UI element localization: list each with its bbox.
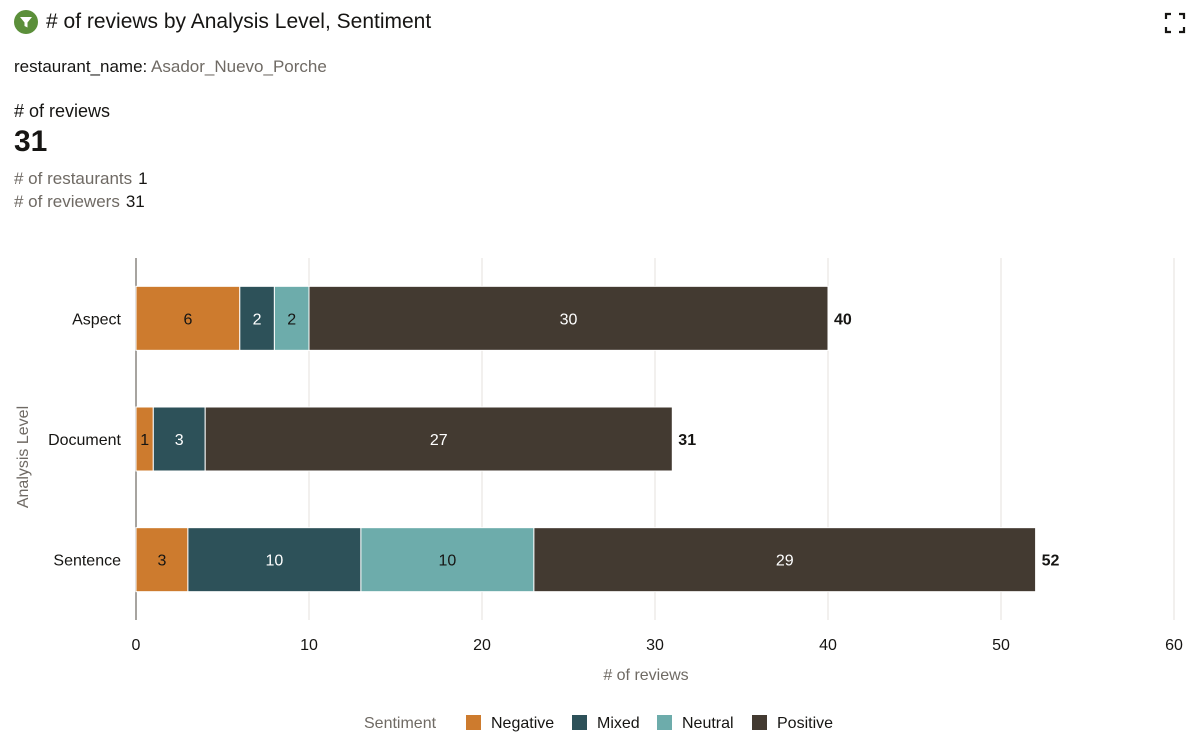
x-tick-label: 40: [819, 637, 837, 654]
legend-swatch-positive: [752, 715, 767, 730]
legend-label-positive: Positive: [777, 715, 833, 732]
reviewers-value: 31: [125, 192, 145, 211]
data-label: 10: [266, 553, 284, 570]
x-axis-title: # of reviews: [603, 667, 688, 684]
data-label: 10: [439, 553, 457, 570]
legend-swatch-negative: [466, 715, 481, 730]
restaurants-label: # of restaurants: [14, 169, 133, 188]
x-tick-label: 60: [1165, 637, 1183, 654]
data-label: 2: [253, 311, 262, 328]
data-label: 29: [776, 553, 794, 570]
chart-header: # of reviews by Analysis Level, Sentimen…: [14, 10, 431, 34]
x-tick-label: 20: [473, 637, 491, 654]
filter-value: Asador_Nuevo_Porche: [151, 57, 327, 76]
data-label: 27: [430, 432, 448, 449]
x-tick-label: 10: [300, 637, 318, 654]
restaurants-count: # of restaurants 1: [14, 169, 148, 189]
legend-label-mixed: Mixed: [597, 715, 640, 732]
legend-swatch-neutral: [657, 715, 672, 730]
legend-label-negative: Negative: [491, 715, 554, 732]
bar-segment-negative: [135, 527, 189, 593]
kpi-value: 31: [14, 125, 48, 158]
x-tick-label: 50: [992, 637, 1010, 654]
bar-segment-positive: [204, 406, 673, 472]
data-label: 3: [175, 432, 184, 449]
data-label: 30: [560, 311, 578, 328]
filter-icon[interactable]: [14, 10, 38, 34]
bar-segment-negative: [135, 285, 241, 351]
x-tick-label: 0: [132, 637, 141, 654]
total-label: 40: [834, 311, 852, 328]
reviewers-count: # of reviewers 31: [14, 192, 145, 212]
y-tick-label: Sentence: [53, 553, 121, 570]
bar-segment-neutral: [273, 285, 310, 351]
bar-segment-mixed: [187, 527, 362, 593]
data-label: 1: [140, 432, 149, 449]
filter-key: restaurant_name:: [14, 57, 148, 76]
bar-segment-mixed: [152, 406, 206, 472]
total-label: 31: [678, 432, 696, 449]
data-label: 3: [157, 553, 166, 570]
y-tick-label: Aspect: [72, 311, 121, 328]
chart-title: # of reviews by Analysis Level, Sentimen…: [46, 10, 432, 33]
x-tick-label: 30: [646, 637, 664, 654]
restaurants-value: 1: [138, 169, 148, 188]
data-label: 6: [183, 311, 192, 328]
data-label: 2: [287, 311, 296, 328]
filter-restaurant: restaurant_name: Asador_Nuevo_Porche: [14, 57, 327, 77]
y-axis-title: Analysis Level: [15, 406, 32, 508]
legend-label-neutral: Neutral: [682, 715, 734, 732]
kpi-label: # of reviews: [14, 101, 111, 121]
bar-segment-positive: [308, 285, 829, 351]
expand-icon[interactable]: [1164, 12, 1186, 34]
legend-title: Sentiment: [364, 715, 437, 732]
bar-segment-neutral: [360, 527, 535, 593]
y-tick-label: Document: [48, 432, 121, 449]
total-label: 52: [1042, 553, 1060, 570]
bar-segment-positive: [533, 527, 1037, 593]
reviewers-label: # of reviewers: [14, 192, 120, 211]
bar-segment-mixed: [239, 285, 275, 351]
legend-swatch-mixed: [572, 715, 587, 730]
